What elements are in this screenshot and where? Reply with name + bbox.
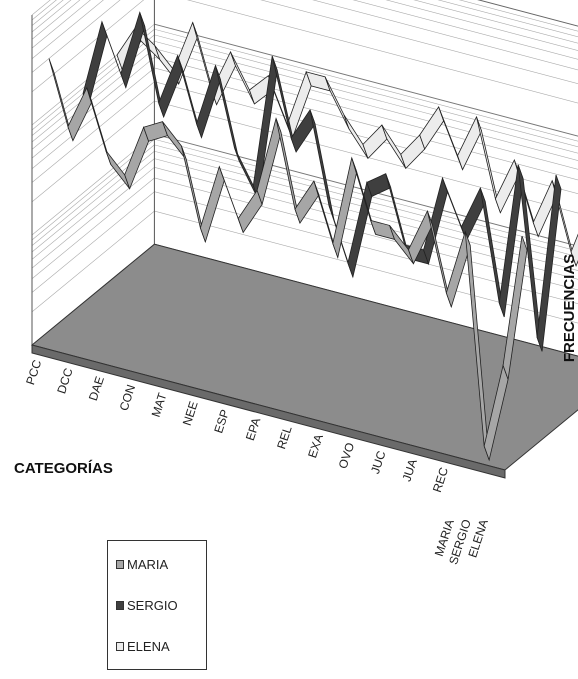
ribbon-segment <box>230 51 255 105</box>
side-gridline <box>31 0 121 73</box>
gridline <box>154 210 578 324</box>
side-gridline <box>31 0 81 40</box>
gridline <box>352 0 578 60</box>
x-tick-label: DCC <box>54 366 75 395</box>
gridline <box>260 0 578 84</box>
x-tick-label: DAE <box>86 375 107 403</box>
side-gridline <box>31 100 155 203</box>
x-tick-label: REL <box>274 424 295 451</box>
side-gridline <box>31 0 91 49</box>
x-tick-label: OVO <box>336 441 358 471</box>
ribbon-segment <box>419 106 445 150</box>
side-gridline <box>31 210 155 313</box>
chart-ribbons <box>48 11 578 462</box>
ribbon-segment <box>536 174 562 352</box>
gridline <box>154 67 578 181</box>
legend-swatch-elena <box>116 641 124 651</box>
gridline <box>186 0 578 104</box>
gridline <box>458 0 578 32</box>
side-gridline <box>31 177 155 280</box>
gridline <box>477 0 578 27</box>
y-axis-title: FRECUENCIAS <box>561 254 578 362</box>
x-tick-label: JUC <box>368 449 389 476</box>
x-tick-label: MAT <box>149 391 170 419</box>
side-gridline <box>31 0 72 33</box>
legend-label-sergio: SERGIO <box>127 597 178 613</box>
x-tick-label: REC <box>430 465 451 494</box>
x-axis-ticks: PCC DCC DAE CON MAT NEE ESP EPA REL EXA OVO JUC JUA R… <box>23 358 451 494</box>
series-sergio <box>82 11 562 352</box>
floor-edge <box>31 344 506 479</box>
ribbon-segment <box>502 235 528 380</box>
legend: MARIA SERGIO ELENA <box>107 540 207 670</box>
gridline <box>385 0 578 51</box>
x-tick-label: EXA <box>305 433 326 460</box>
side-gridline <box>31 0 64 26</box>
side-gridline <box>31 167 155 269</box>
ribbon-segment <box>67 86 93 142</box>
ribbon-segment <box>105 150 131 190</box>
legend-swatch-maria <box>116 559 124 569</box>
legend-item-sergio: SERGIO <box>116 597 178 613</box>
side-gridline <box>31 191 155 293</box>
x-axis-title: CATEGORÍAS <box>14 460 113 477</box>
gridline <box>413 0 578 44</box>
series-maria <box>48 58 528 462</box>
side-gridline <box>31 0 104 60</box>
side-gridline <box>31 81 155 183</box>
legend-item-maria: MARIA <box>116 556 168 572</box>
side-gridline <box>31 67 155 170</box>
legend-swatch-sergio <box>116 600 124 610</box>
side-gridline <box>31 0 145 93</box>
gridline <box>154 34 578 148</box>
x-tick-label: NEE <box>180 399 201 427</box>
gridline <box>154 57 578 170</box>
legend-item-elena: ELENA <box>116 638 170 654</box>
gridline <box>312 0 578 71</box>
series-elena <box>116 21 578 268</box>
ribbon-segment <box>124 126 150 190</box>
ribbon-segment <box>570 233 578 268</box>
chart-floor <box>30 243 578 479</box>
side-gridline <box>31 0 51 16</box>
ribbon-segment <box>294 180 320 224</box>
legend-label-maria: MARIA <box>127 556 169 572</box>
gridline <box>154 23 578 137</box>
x-tick-label: PCC <box>23 358 44 387</box>
gridline <box>154 28 578 142</box>
x-tick-label: JUA <box>399 457 419 483</box>
ribbon-segment <box>199 165 225 244</box>
side-gridline <box>31 48 155 150</box>
side-gridline <box>31 0 57 21</box>
ribbon-segment <box>324 76 350 130</box>
ribbon-segment <box>237 189 263 234</box>
legend-label-elena: ELENA <box>127 638 170 654</box>
x-tick-label: EPA <box>243 416 263 442</box>
x-tick-label: CON <box>117 383 139 413</box>
gridline <box>437 0 578 38</box>
x-tick-label: ESP <box>211 408 232 435</box>
chart-walls <box>31 0 578 357</box>
